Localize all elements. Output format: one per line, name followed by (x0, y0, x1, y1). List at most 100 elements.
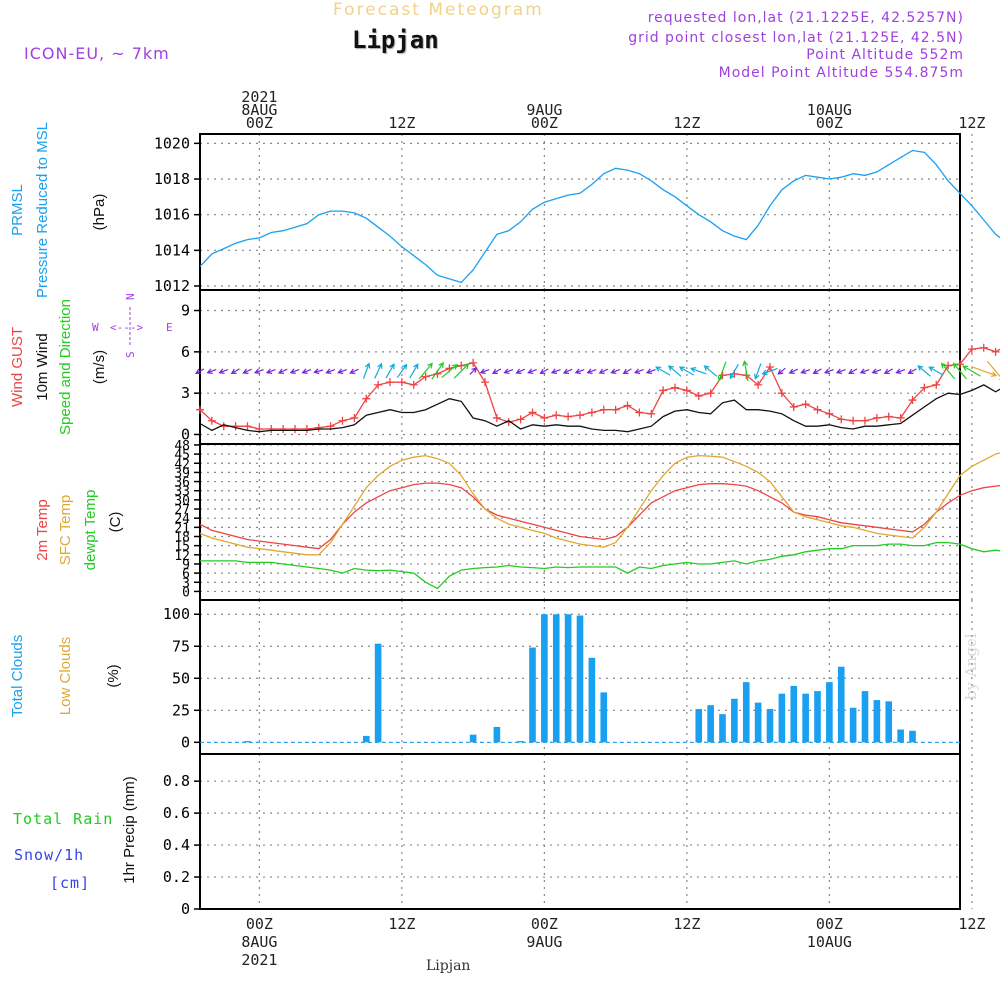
precip-axis-label: 1hr Precip (mm) (121, 776, 138, 884)
clouds-axis-label-2: (%) (105, 664, 122, 687)
clouds-series-total-clouds-bar-8 (552, 614, 560, 743)
wind-direction-arrow-52 (812, 368, 822, 375)
wind-series-wind-gust-marker-31 (564, 412, 573, 421)
bottom-time-label-4-0: 00Z (816, 915, 843, 933)
wind-ytick-label-3: 9 (181, 302, 190, 320)
wind-direction-arrow-51 (800, 368, 811, 374)
wind-series-wind-gust-marker-18 (409, 380, 418, 389)
compass-north-label: N (124, 293, 137, 300)
wind-series-wind-gust-marker-13 (350, 413, 359, 422)
wind-series-wind-gust-marker-4 (243, 422, 252, 431)
wind-direction-arrow-24 (479, 368, 490, 374)
precip-label-cm: [cm] (50, 874, 90, 892)
wind-series-wind-gust-marker-12 (338, 416, 347, 425)
temp-axis-label-3: (C) (107, 512, 124, 533)
clouds-series-total-clouds-bar-20 (778, 693, 786, 743)
wind-series-wind-gust-marker-34 (599, 405, 608, 414)
bottom-time-label-1-0: 12Z (388, 915, 415, 933)
model-point-altitude: Model Point Altitude 554.875m (718, 65, 964, 81)
bottom-time-label-0-1: 8AUG (241, 933, 277, 951)
wind-direction-arrow-41 (678, 366, 695, 376)
wind-series-wind-gust-marker-30 (552, 411, 561, 420)
wind-direction-arrow-12 (337, 368, 347, 374)
precip-ytick-label-3: 0.6 (163, 804, 190, 822)
wind-series-wind-gust-marker-66 (979, 343, 988, 352)
wind-series-wind-gust-marker-62 (932, 380, 941, 389)
wind-direction-arrow-14 (362, 362, 371, 379)
wind-series-wind-gust-marker-60 (908, 396, 917, 405)
wind-series-wind-gust-marker-17 (397, 378, 406, 387)
wind-direction-arrow-38 (645, 368, 656, 374)
temp-axis-label-2: dewpt Temp (82, 490, 99, 571)
top-time-label-0-0: 2021 (241, 88, 277, 106)
clouds-series-total-clouds-bar-10 (576, 615, 584, 743)
top-time-label-1-0: 12Z (388, 114, 415, 132)
wind-series-wind-gust-marker-6 (267, 424, 276, 433)
temp-ytick-label-4: 12 (174, 549, 190, 564)
wind-ytick-label-0: 0 (181, 425, 190, 443)
wind-direction-arrow-53 (823, 368, 834, 374)
wind-series-wind-gust-marker-43 (706, 389, 715, 398)
wind-series-wind-gust-marker-33 (587, 408, 596, 417)
wind-direction-arrow-63 (940, 362, 956, 380)
wind-axis-label-1: 10m Wind (34, 333, 51, 401)
wind-series-wind-gust-marker-53 (825, 409, 834, 418)
wind-series-wind-gust-marker-9 (302, 424, 311, 433)
wind-series-wind-gust-marker-50 (789, 402, 798, 411)
wind-series-wind-gust-marker-38 (647, 409, 656, 418)
wind-series-wind-gust-marker-59 (896, 413, 905, 422)
wind-direction-arrow-47 (754, 363, 762, 380)
temp-ytick-label-11: 33 (174, 485, 190, 500)
temp-ytick-label-15: 45 (174, 448, 190, 463)
wind-direction-arrow-43 (703, 365, 718, 377)
clouds-axis-label-0: Total Clouds (9, 635, 26, 718)
pressure-axis-label-1: Pressure Reduced to MSL (34, 122, 51, 298)
compass-arrows: <---> (110, 321, 143, 334)
wind-series-wind-gust-marker-61 (920, 383, 929, 392)
clouds-ytick-label-2: 50 (172, 669, 190, 687)
clouds-series-total-clouds-bar-9 (564, 614, 572, 743)
temp-ytick-label-16: 48 (174, 439, 190, 454)
wind-direction-arrow-15 (374, 362, 383, 379)
wind-series-wind-gust-marker-36 (623, 401, 632, 410)
wind-axis-label-0: Wind GUST (9, 327, 26, 407)
wind-series-wind-gust-marker-42 (694, 391, 703, 400)
wind-series-wind-gust-marker-52 (813, 405, 822, 414)
wind-direction-arrow-30 (550, 368, 561, 374)
pressure-ytick-label-0: 1012 (154, 277, 190, 295)
clouds-series-total-clouds-bar-22 (802, 693, 809, 743)
wind-direction-arrow-45 (729, 363, 739, 380)
bottom-time-label-4-1: 10AUG (807, 933, 852, 951)
top-time-label-4-0: 10AUG (807, 101, 852, 119)
station-name: Lipjan (352, 26, 439, 54)
bottom-time-label-2-1: 9AUG (526, 933, 562, 951)
clouds-series-total-clouds-bar-19 (766, 709, 774, 743)
wind-direction-arrow-29 (539, 368, 549, 375)
pressure-ytick-label-3: 1018 (154, 170, 190, 188)
pressure-frame (199, 133, 961, 291)
temp-ytick-label-8: 24 (174, 512, 190, 527)
wind-ytick-label-2: 6 (181, 343, 190, 361)
wind-direction-arrow-39 (655, 366, 671, 376)
wind-direction-arrow-32 (574, 368, 585, 374)
temp-ytick-label-7: 21 (174, 521, 190, 536)
clouds-series-total-clouds-bar-23 (814, 691, 821, 743)
wind-direction-arrow-34 (598, 368, 609, 374)
clouds-series-total-clouds-bar-1 (362, 735, 370, 743)
wind-direction-arrow-6 (265, 368, 276, 374)
wind-series-wind-gust-marker-25 (492, 413, 501, 422)
temp-series-dewpt-temp-line (200, 541, 1000, 590)
pressure-axis-label-0: PRMSL (9, 184, 26, 236)
clouds-ytick-label-3: 75 (172, 637, 190, 655)
temp-ytick-label-9: 27 (174, 503, 190, 518)
wind-panel: 0 3 6 9 N W <---> E S Wind GUST 10m Wind Speed and … (9, 290, 1000, 445)
clouds-ytick-label-4: 100 (163, 605, 190, 623)
wind-series-wind-gust-marker-19 (421, 372, 430, 381)
wind-direction-arrow-66 (971, 366, 998, 377)
wind-direction-arrow-1 (206, 368, 217, 374)
clouds-series-total-clouds-bar-29 (885, 701, 893, 743)
grid-point-coordinates: grid point closest lon,lat (21.125E, 42.… (628, 30, 964, 46)
wind-series-wind-gust-marker-0 (196, 405, 204, 414)
temp-series-sfc-temp-line (199, 452, 1000, 556)
clouds-panel: 0 25 50 75 100 Total Clouds Low Clouds (%) (9, 599, 973, 755)
